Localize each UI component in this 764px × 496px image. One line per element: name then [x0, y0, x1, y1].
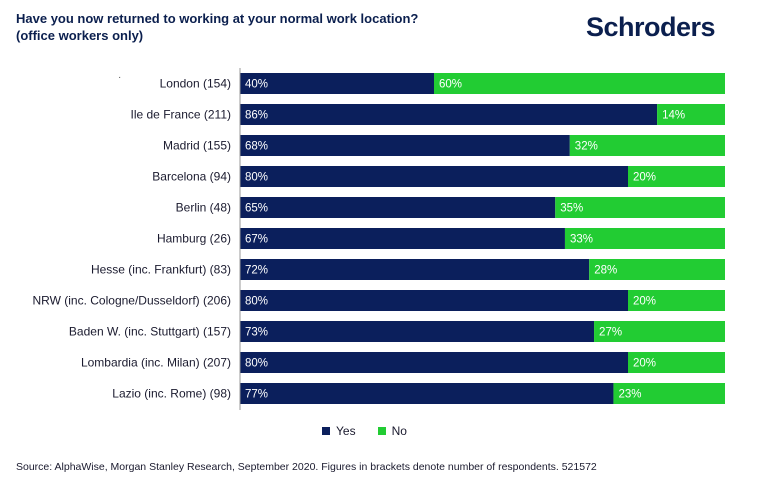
bars-group: London (154) 40% 60% Ile de France (211) 86%…: [32, 73, 725, 404]
data-label-no: 20%: [633, 172, 656, 184]
bar-no: [594, 321, 725, 342]
legend-label-yes: Yes: [336, 424, 356, 438]
legend-swatch-no: [377, 427, 386, 435]
bar-no: [434, 73, 725, 94]
data-label-yes: 40%: [245, 79, 268, 91]
data-label-yes: 80%: [245, 172, 268, 184]
schroders-logo: Schroders: [586, 12, 716, 42]
data-label-no: 35%: [560, 203, 583, 215]
bar-no: [564, 228, 725, 249]
category-label: Ile de France (211): [131, 108, 232, 122]
bar-no: [613, 383, 725, 404]
category-label: Hamburg (26): [157, 232, 231, 246]
data-label-no: 20%: [633, 358, 656, 370]
bar-yes: [240, 104, 658, 125]
bar-no: [569, 135, 725, 156]
legend-item-no: No: [377, 424, 407, 438]
bar-no: [589, 259, 725, 280]
bar-no: [555, 197, 725, 218]
category-label: NRW (inc. Cologne/Dusseldorf) (206): [32, 294, 231, 308]
category-label: Lazio (inc. Rome) (98): [112, 387, 231, 401]
bar-yes: [240, 166, 628, 187]
bar-yes: [240, 290, 628, 311]
data-label-no: 60%: [439, 79, 462, 91]
source-note: Source: AlphaWise, Morgan Stanley Resear…: [16, 461, 597, 473]
data-label-no: 14%: [662, 110, 685, 122]
bar-no: [628, 166, 725, 187]
chart-title-line-2: (office workers only): [16, 28, 144, 43]
data-label-yes: 77%: [245, 389, 268, 401]
stray-dot: ·: [118, 72, 122, 83]
bar-yes: [240, 352, 628, 373]
bar-yes: [240, 321, 595, 342]
bar-no: [657, 104, 725, 125]
data-label-no: 28%: [594, 265, 617, 277]
data-label-yes: 67%: [245, 234, 268, 246]
data-label-yes: 86%: [245, 110, 268, 122]
legend: Yes No: [322, 424, 407, 438]
category-label: Baden W. (inc. Stuttgart) (157): [69, 325, 231, 339]
data-label-yes: 80%: [245, 358, 268, 370]
bar-yes: [240, 228, 565, 249]
bar-no: [628, 352, 725, 373]
data-label-yes: 72%: [245, 265, 268, 277]
chart-title: Have you now returned to working at your…: [16, 10, 536, 44]
legend-item-yes: Yes: [322, 424, 356, 438]
data-label-yes: 73%: [245, 327, 268, 339]
chart-title-line-1: Have you now returned to working at your…: [16, 11, 419, 26]
data-label-no: 33%: [570, 234, 593, 246]
bar-yes: [240, 135, 570, 156]
category-label: Madrid (155): [163, 139, 231, 153]
data-label-no: 27%: [599, 327, 622, 339]
category-label: Hesse (inc. Frankfurt) (83): [91, 263, 231, 277]
data-label-yes: 68%: [245, 141, 268, 153]
legend-swatch-yes: [322, 427, 330, 435]
category-label: Barcelona (94): [152, 170, 231, 184]
bar-yes: [240, 383, 614, 404]
category-label: Lombardia (inc. Milan) (207): [81, 356, 231, 370]
bar-yes: [240, 73, 434, 94]
category-label: London (154): [160, 77, 231, 91]
data-label-yes: 65%: [245, 203, 268, 215]
data-label-no: 20%: [633, 296, 656, 308]
bar-yes: [240, 259, 590, 280]
legend-label-no: No: [391, 424, 407, 438]
bar-no: [628, 290, 725, 311]
data-label-yes: 80%: [245, 296, 268, 308]
data-label-no: 23%: [618, 389, 641, 401]
data-label-no: 32%: [575, 141, 598, 153]
category-label: Berlin (48): [176, 201, 231, 215]
bar-yes: [240, 197, 556, 218]
